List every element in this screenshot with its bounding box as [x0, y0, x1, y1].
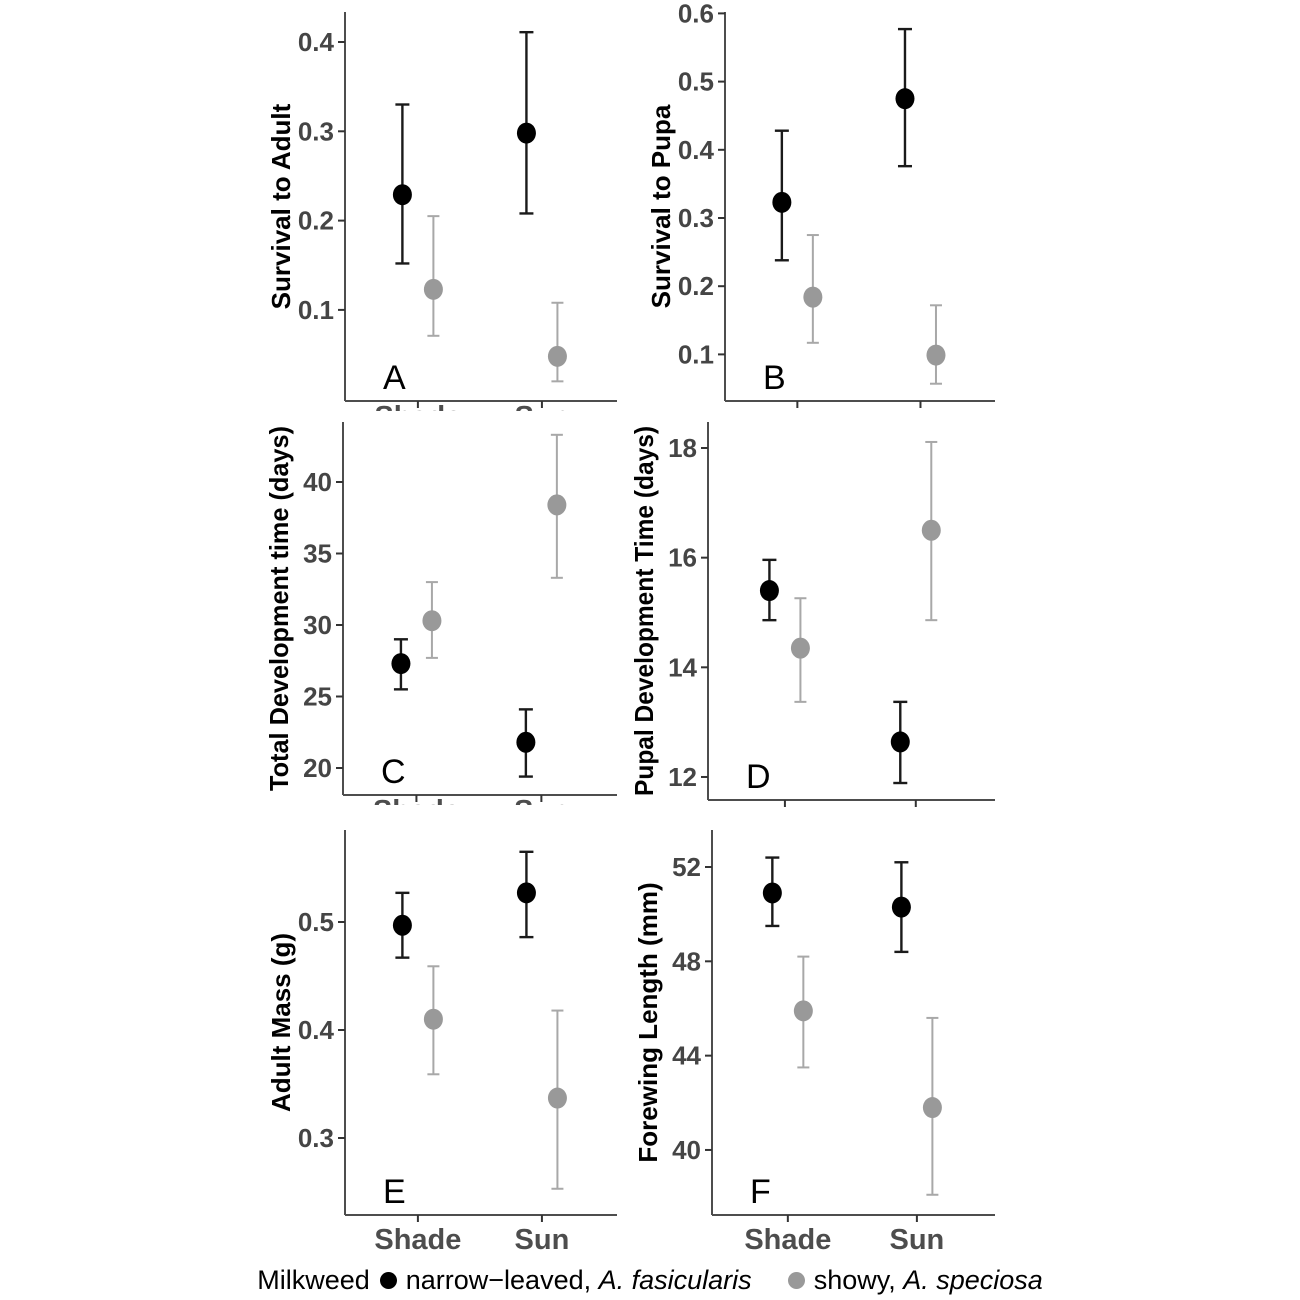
legend-item-narrow-leaved: narrow−leaved, A. fasicularis — [379, 1265, 752, 1296]
data-point-gray-shade — [423, 1008, 443, 1030]
y-tick-label: 25 — [303, 682, 332, 712]
legend-species-fasicularis: A. fasicularis — [598, 1264, 752, 1295]
data-point-black-shade — [762, 882, 782, 904]
y-tick-label: 20 — [303, 753, 332, 783]
x-category-label: Shade — [744, 1224, 831, 1256]
data-point-gray-shade — [803, 286, 823, 308]
data-point-black-shade — [391, 653, 411, 675]
x-category-label-clipped: Sun — [514, 795, 569, 827]
y-tick-label: 0.1 — [678, 339, 714, 369]
data-point-black-sun — [516, 122, 536, 144]
panel-B: 0.1 0.2 0.3 0.4 0.5 0.6 Survival to Pupa B — [646, 0, 995, 408]
legend-item-showy: showy, A. speciosa — [787, 1265, 1043, 1296]
gray-point-marker — [787, 1271, 805, 1289]
legend-label-prefix: narrow−leaved, — [405, 1264, 599, 1295]
panel-letter-B: B — [763, 359, 786, 397]
y-tick-label: 44 — [672, 1041, 701, 1071]
clipped-x-labels: Shade Sun — [374, 401, 570, 433]
x-category-label-clipped: Shade — [373, 795, 460, 827]
legend-label-showy: showy, A. speciosa — [814, 1265, 1043, 1296]
y-tick-label: 0.1 — [298, 295, 334, 325]
data-point-gray-shade — [422, 610, 442, 632]
x-category-label: Shade — [374, 1224, 461, 1256]
y-tick-label: 52 — [672, 852, 701, 882]
data-point-gray-sun — [547, 494, 567, 516]
y-tick-label: 12 — [668, 762, 697, 792]
y-tick-label: 0.3 — [678, 203, 714, 233]
y-tick-label: 40 — [303, 467, 332, 497]
data-point-gray-shade — [423, 278, 443, 300]
legend: Milkweed narrow−leaved, A. fasicularis s… — [0, 1260, 1300, 1300]
data-point-black-sun — [895, 88, 915, 110]
y-tick-label: 0.4 — [678, 135, 715, 165]
y-axis-title: Forewing Length (mm) — [633, 882, 663, 1162]
panel-letter-A: A — [383, 359, 406, 397]
data-point-black-shade — [772, 191, 792, 213]
panel-letter-F: F — [750, 1173, 771, 1211]
x-category-label: Sun — [890, 1224, 945, 1256]
panel-F: 40 44 48 52 Shade Sun Forewing Length (mm) F — [633, 830, 995, 1256]
data-point-gray-shade — [793, 1000, 813, 1022]
y-axis-title: Pupal Development Time (days) — [629, 426, 659, 796]
y-tick-label: 0.3 — [298, 116, 334, 146]
black-point-marker — [379, 1271, 397, 1289]
y-tick-label: 0.2 — [298, 206, 334, 236]
y-axis-title: Survival to Pupa — [646, 104, 676, 308]
data-point-gray-shade — [790, 637, 810, 659]
panel-letter-E: E — [383, 1173, 406, 1211]
legend-label-prefix: showy, — [813, 1264, 904, 1295]
y-tick-label: 30 — [303, 610, 332, 640]
y-tick-label: 40 — [672, 1135, 701, 1165]
y-tick-label: 0.2 — [678, 271, 714, 301]
y-tick-label: 14 — [668, 652, 697, 682]
y-tick-label: 48 — [672, 946, 701, 976]
y-tick-label: 0.4 — [298, 27, 335, 57]
panel-E: 0.3 0.4 0.5 Shade Sun Adult Mass (g) E — [266, 830, 617, 1256]
x-category-label-clipped: Shade — [374, 401, 461, 433]
panel-letter-C: C — [381, 753, 406, 791]
data-point-black-sun — [516, 882, 536, 904]
legend-label-narrow-leaved: narrow−leaved, A. fasicularis — [406, 1265, 752, 1296]
legend-species-speciosa: A. speciosa — [903, 1264, 1043, 1295]
y-tick-label: 35 — [303, 539, 332, 569]
data-point-black-shade — [392, 184, 412, 206]
y-tick-label: 0.6 — [678, 0, 714, 28]
y-axis-title: Adult Mass (g) — [266, 933, 296, 1112]
y-axis-title: Total Development time (days) — [264, 426, 294, 791]
y-tick-label: 0.3 — [298, 1123, 334, 1153]
data-point-black-sun — [890, 731, 910, 753]
x-category-label-clipped: Sun — [515, 401, 570, 433]
y-tick-label: 0.5 — [298, 907, 334, 937]
data-point-gray-sun — [547, 1087, 567, 1109]
y-axis-title: Survival to Adult — [266, 103, 296, 309]
legend-title: Milkweed — [257, 1264, 370, 1295]
x-category-label: Sun — [515, 1224, 570, 1256]
panel-D: 12 14 16 18 Pupal Development Time (days) D — [629, 422, 995, 807]
clipped-x-labels: Shade Sun — [373, 795, 569, 827]
data-point-gray-sun — [922, 1097, 942, 1119]
data-point-black-shade — [392, 914, 412, 936]
data-point-black-sun — [516, 731, 536, 753]
data-point-gray-sun — [926, 344, 946, 366]
data-point-black-shade — [759, 580, 779, 602]
y-tick-label: 0.5 — [678, 67, 714, 97]
panel-C: 20 25 30 35 40 Shade Sun Total Development time… — [264, 422, 617, 827]
data-point-gray-sun — [921, 519, 941, 541]
data-point-black-sun — [891, 896, 911, 918]
y-tick-label: 18 — [668, 433, 697, 463]
y-tick-label: 16 — [668, 543, 697, 573]
data-point-gray-sun — [547, 345, 567, 367]
y-tick-label: 0.4 — [298, 1015, 335, 1045]
panel-letter-D: D — [746, 758, 771, 796]
panel-A: 0.1 0.2 0.3 0.4 Shade Sun Survival to Adult A — [266, 12, 617, 433]
